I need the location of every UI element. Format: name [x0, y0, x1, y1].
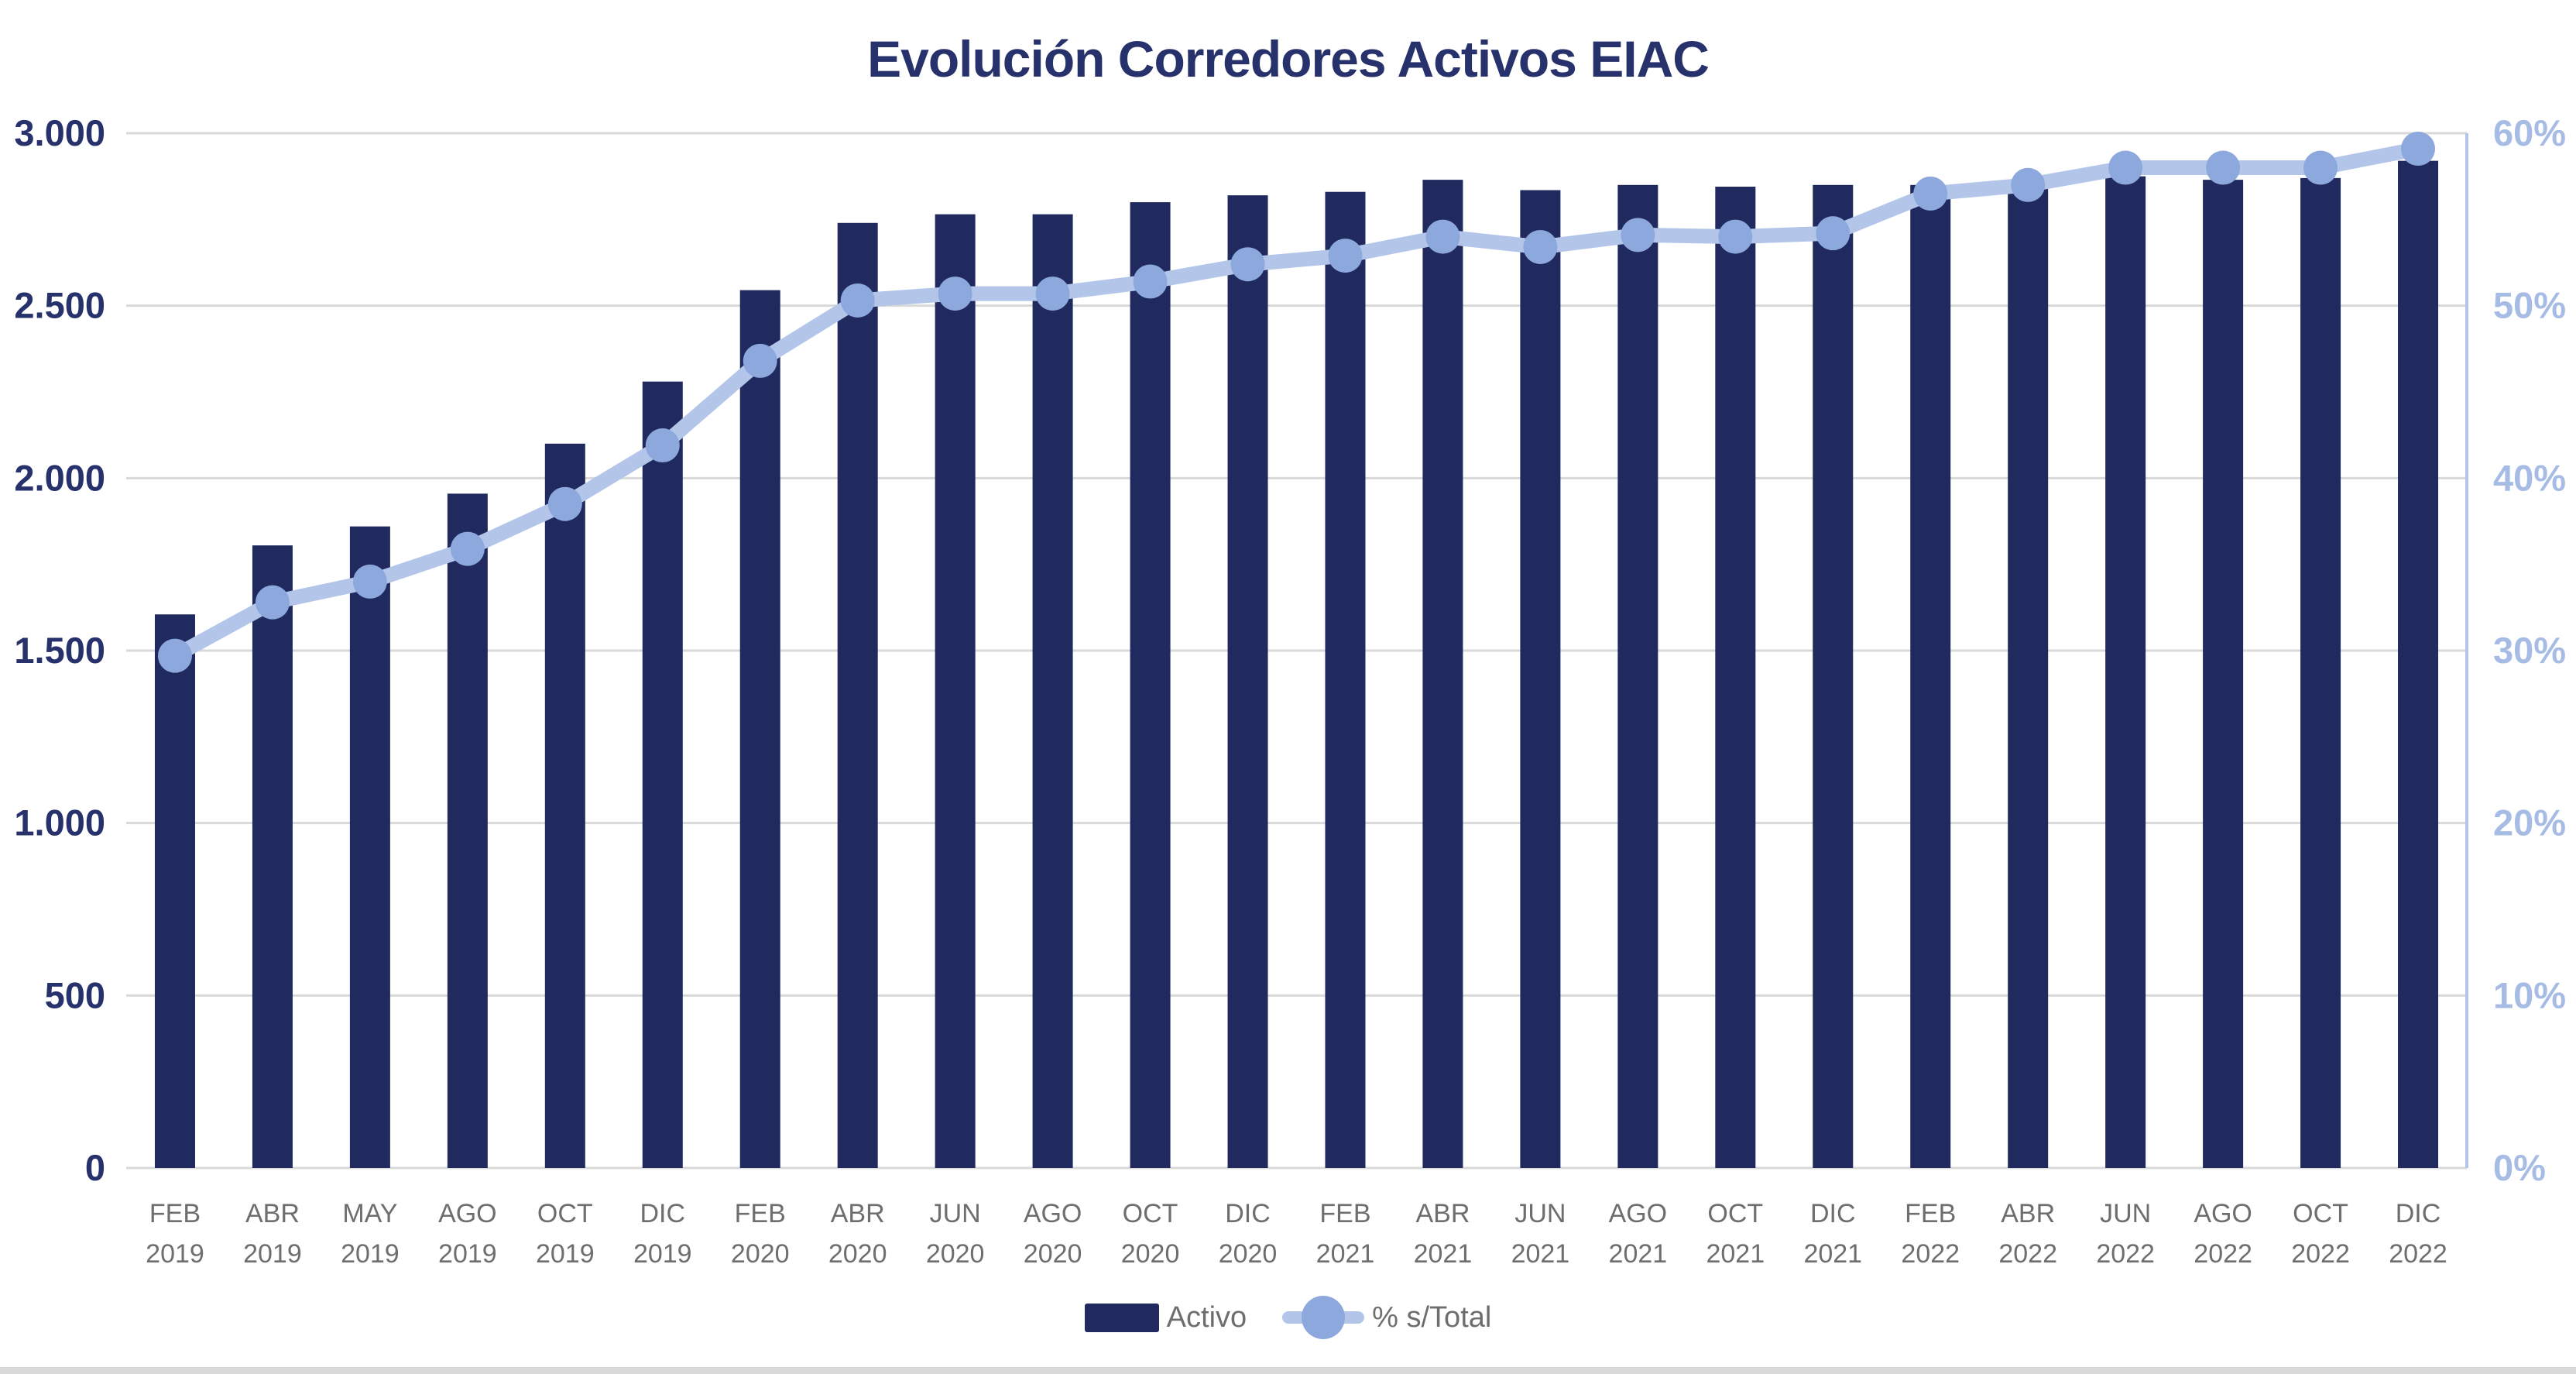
percent-marker-oct-2021: [1718, 219, 1753, 254]
left-axis-tick: 1.000: [14, 802, 105, 843]
percent-marker-oct-2020: [1133, 264, 1168, 299]
x-axis-label: DIC 2020: [1219, 1199, 1278, 1269]
bar-dic-2019: [642, 381, 683, 1168]
percent-marker-feb-2022: [1913, 176, 1948, 211]
x-axis-label: JUN 2020: [926, 1199, 985, 1269]
percent-marker-ago-2022: [2206, 150, 2241, 185]
percent-marker-jun-2020: [938, 277, 972, 311]
x-axis-label: OCT 2019: [536, 1199, 595, 1269]
right-axis-tick: 30%: [2493, 630, 2566, 671]
legend-label-activo: Activo: [1166, 1300, 1247, 1334]
percent-marker-abr-2021: [1425, 219, 1460, 254]
x-axis-label: FEB 2021: [1316, 1199, 1375, 1269]
legend-item-pct-total: % s/Total: [1282, 1295, 1491, 1340]
bar-feb-2021: [1325, 191, 1366, 1168]
percent-marker-feb-2019: [157, 638, 192, 673]
x-axis-label: ABR 2022: [1998, 1199, 2057, 1269]
left-axis-tick: 2.000: [14, 457, 105, 498]
bar-ago-2022: [2203, 180, 2244, 1168]
bar-dic-2020: [1227, 195, 1268, 1168]
x-axis-label: FEB 2020: [731, 1199, 790, 1269]
bar-ago-2020: [1032, 214, 1073, 1168]
bar-oct-2019: [544, 443, 585, 1168]
x-axis-label: ABR 2021: [1414, 1199, 1473, 1269]
percent-line: [167, 141, 2426, 664]
left-axis-tick: 2.500: [14, 285, 105, 326]
x-axis-label: OCT 2021: [1706, 1199, 1765, 1269]
chart-title: Evolución Corredores Activos EIAC: [867, 30, 1710, 88]
x-axis-label: OCT 2020: [1121, 1199, 1180, 1269]
left-axis-tick: 500: [45, 974, 105, 1015]
bar-may-2019: [349, 526, 390, 1168]
bar-jun-2022: [2105, 176, 2146, 1169]
bar-oct-2021: [1715, 187, 1756, 1169]
x-axis-label: JUN 2021: [1511, 1199, 1570, 1269]
x-axis-label: ABR 2020: [828, 1199, 887, 1269]
x-axis-label: DIC 2021: [1803, 1199, 1862, 1269]
left-axis-tick: 1.500: [14, 630, 105, 671]
bar-swatch-icon: [1084, 1303, 1159, 1332]
legend-item-activo: Activo: [1084, 1300, 1247, 1334]
x-axis-label: JUN 2022: [2096, 1199, 2155, 1269]
percent-marker-feb-2020: [743, 343, 777, 378]
left-axis-tick: 0: [85, 1147, 105, 1188]
percent-marker-dic-2022: [2401, 132, 2436, 167]
percent-marker-ago-2020: [1035, 277, 1070, 311]
x-axis-label: AGO 2021: [1609, 1199, 1668, 1269]
bar-abr-2020: [837, 222, 878, 1169]
percent-marker-ago-2021: [1621, 218, 1655, 252]
percent-marker-jun-2022: [2108, 150, 2143, 185]
legend-line-dot: [1302, 1296, 1346, 1339]
bar-abr-2019: [252, 545, 293, 1168]
x-axis-label: FEB 2019: [146, 1199, 204, 1269]
x-axis-label: AGO 2022: [2194, 1199, 2252, 1269]
right-axis-tick: 0%: [2493, 1147, 2546, 1188]
left-axis-tick: 3.000: [14, 112, 105, 153]
bar-feb-2019: [154, 614, 195, 1168]
bar-ago-2021: [1617, 184, 1658, 1168]
window-bottom-edge: [0, 1367, 2576, 1374]
right-axis-tick: 40%: [2493, 457, 2566, 498]
percent-marker-oct-2022: [2303, 150, 2338, 185]
x-axis-label: AGO 2019: [438, 1199, 497, 1269]
percent-marker-abr-2022: [2011, 167, 2046, 202]
x-axis-label: OCT 2022: [2291, 1199, 2350, 1269]
percent-marker-abr-2019: [255, 585, 290, 620]
legend-label-pct-total: % s/Total: [1372, 1300, 1492, 1334]
x-axis-label: AGO 2020: [1024, 1199, 1082, 1269]
bar-jun-2021: [1520, 190, 1561, 1169]
percent-marker-oct-2019: [547, 486, 582, 521]
bar-jun-2020: [935, 214, 976, 1168]
bar-abr-2022: [2008, 181, 2049, 1168]
percent-marker-dic-2021: [1816, 216, 1851, 251]
percent-marker-ago-2019: [450, 531, 485, 566]
right-axis-tick: 50%: [2493, 285, 2566, 326]
bar-abr-2021: [1422, 180, 1463, 1168]
bar-dic-2021: [1813, 184, 1854, 1168]
x-axis-label: DIC 2019: [633, 1199, 692, 1269]
percent-marker-feb-2021: [1328, 239, 1363, 273]
percent-marker-dic-2019: [645, 428, 680, 463]
chart-legend: Activo % s/Total: [0, 1295, 2576, 1340]
line-marker-swatch-icon: [1282, 1295, 1365, 1340]
percent-marker-dic-2020: [1230, 247, 1265, 282]
bar-oct-2020: [1130, 202, 1171, 1169]
percent-marker-jun-2021: [1523, 229, 1558, 264]
x-axis-label: FEB 2022: [1901, 1199, 1960, 1269]
percent-marker-may-2019: [352, 564, 387, 599]
bar-oct-2022: [2300, 177, 2341, 1169]
bar-feb-2020: [739, 290, 780, 1168]
x-axis-label: MAY 2019: [341, 1199, 400, 1269]
bar-ago-2019: [447, 493, 488, 1168]
percent-marker-abr-2020: [840, 283, 875, 318]
right-axis-tick: 10%: [2493, 974, 2566, 1015]
right-axis-tick: 20%: [2493, 802, 2566, 843]
x-axis-label: ABR 2019: [243, 1199, 302, 1269]
bar-feb-2022: [1910, 184, 1951, 1168]
x-axis-label: DIC 2022: [2389, 1199, 2447, 1269]
right-axis-tick: 60%: [2493, 112, 2566, 153]
bar-dic-2022: [2398, 160, 2439, 1168]
